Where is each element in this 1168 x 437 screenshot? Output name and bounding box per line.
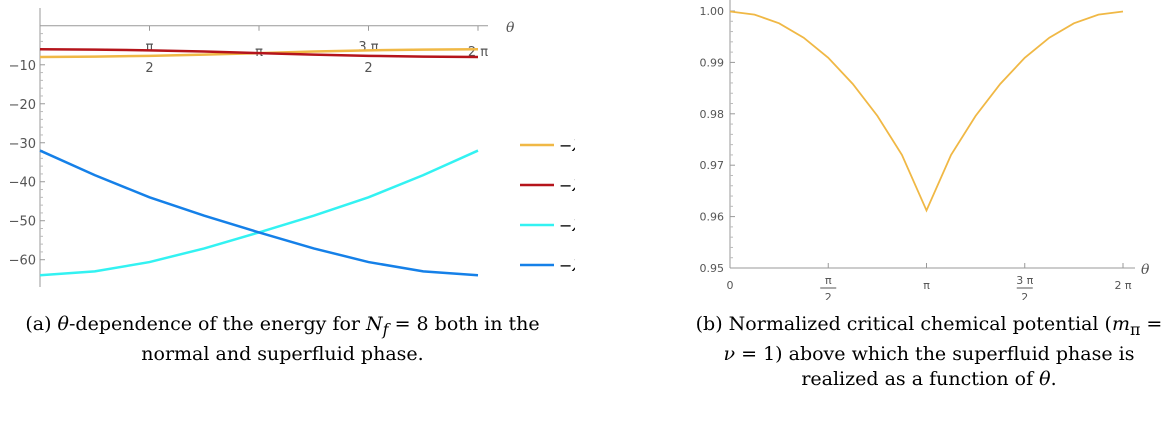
series-line — [39, 47, 479, 59]
y-tick-label: −20 — [9, 98, 36, 113]
x-tick-label: 0 — [727, 279, 734, 292]
y-tick-label: 0.99 — [700, 56, 725, 69]
series-line — [39, 149, 479, 277]
legend-label: −Xi — [559, 136, 575, 159]
x-tick-label: π — [923, 279, 930, 292]
x-tick-label-denominator: 2 — [1021, 291, 1028, 300]
x-tick-label-denominator: 2 — [825, 291, 832, 300]
x-tick-label: 2 π — [1114, 279, 1131, 292]
x-axis-label: θ — [506, 20, 515, 36]
y-tick-label: −30 — [9, 137, 36, 152]
x-tick-label-numerator: 3 π — [358, 40, 378, 55]
y-tick-label: 0.95 — [700, 262, 725, 275]
y-tick-label: 1.00 — [700, 5, 725, 18]
series-line — [39, 149, 479, 277]
caption-b: (b) Normalized critical chemical potenti… — [695, 313, 1163, 390]
x-axis-label: θ — [1141, 262, 1150, 278]
x-tick-label-denominator: 2 — [145, 61, 153, 76]
legend-label: −Xiv — [559, 176, 575, 199]
x-tick-label-numerator: π — [146, 40, 154, 55]
y-tick-label: −60 — [9, 254, 36, 269]
chart-b: 0.95 0.96 0.97 0.98 0.99 1.00 0 π 2 π 3 π 2 2 π θ — [700, 0, 1150, 300]
y-tick-label: −40 — [9, 176, 36, 191]
x-tick-label-numerator: 3 π — [1016, 274, 1033, 287]
x-tick-label-numerator: π — [825, 274, 832, 287]
legend-label: −Xiv2 — [559, 251, 575, 279]
x-tick-label-denominator: 2 — [364, 61, 372, 76]
caption-a: (a) θ-dependence of the energy for Nf = … — [25, 313, 540, 365]
y-tick-label: 0.97 — [700, 159, 725, 172]
series-line — [729, 10, 1124, 213]
y-tick-label: 0.98 — [700, 108, 725, 121]
y-tick-label: −50 — [9, 215, 36, 230]
y-tick-label: 0.96 — [700, 211, 725, 224]
y-tick-label: −10 — [9, 59, 36, 74]
legend-label: −Xi2 — [559, 211, 575, 239]
